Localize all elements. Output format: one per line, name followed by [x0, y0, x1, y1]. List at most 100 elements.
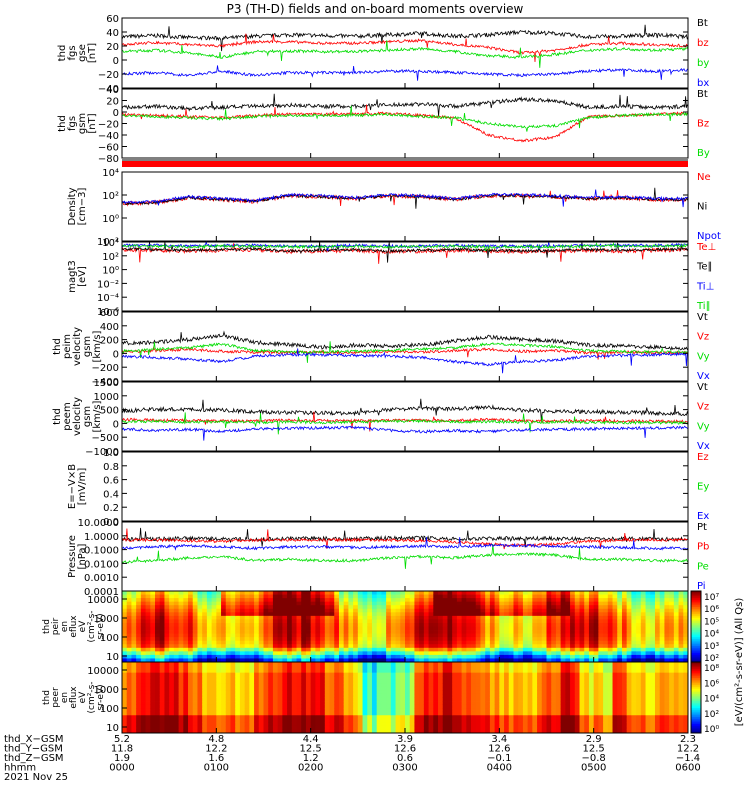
- spectrogram-cell: [169, 673, 174, 677]
- spectrogram-cell: [613, 630, 618, 634]
- spectrogram-cell: [650, 655, 655, 659]
- spectrogram-cell: [504, 634, 509, 638]
- spectrogram-cell: [627, 655, 632, 659]
- spectrogram-cell: [410, 619, 415, 623]
- spectrogram-cell: [589, 648, 594, 652]
- spectrogram-cell: [438, 634, 443, 638]
- spectrogram-cell: [679, 616, 684, 620]
- spectrogram-cell: [594, 619, 599, 623]
- spectrogram-cell: [122, 673, 127, 677]
- spectrogram-cell: [131, 694, 136, 698]
- spectrogram-cell: [570, 648, 575, 652]
- spectrogram-cell: [179, 595, 184, 599]
- spectrogram-cell: [155, 648, 160, 652]
- spectrogram-cell: [457, 669, 462, 673]
- spectrogram-cell: [197, 712, 202, 716]
- spectrogram-cell: [183, 648, 188, 652]
- spectrogram-cell: [202, 687, 207, 691]
- spectrogram-cell: [414, 627, 419, 631]
- spectrogram-cell: [311, 715, 316, 719]
- spectrogram-cell: [561, 701, 566, 705]
- spectrogram-cell: [197, 676, 202, 680]
- spectrogram-cell: [462, 708, 467, 712]
- spectrogram-cell: [358, 726, 363, 730]
- spectrogram-cell: [164, 698, 169, 702]
- spectrogram-cell: [358, 609, 363, 613]
- spectrogram-cell: [485, 627, 490, 631]
- spectrogram-cell: [334, 595, 339, 599]
- spectrogram-cell: [226, 680, 231, 684]
- spectrogram-cell: [197, 641, 202, 645]
- spectrogram-cell: [613, 598, 618, 602]
- spectrogram-cell: [561, 651, 566, 655]
- spectrogram-cell: [457, 609, 462, 613]
- spectrogram-cell: [245, 637, 250, 641]
- spectrogram-cell: [447, 669, 452, 673]
- spectrogram-cell: [282, 591, 287, 595]
- spectrogram-cell: [429, 616, 434, 620]
- spectrogram-cell: [259, 708, 264, 712]
- spectrogram-cell: [462, 623, 467, 627]
- spectrogram-cell: [433, 591, 438, 595]
- spectrogram-cell: [410, 662, 415, 666]
- spectrogram-cell: [131, 705, 136, 709]
- spectrogram-cell: [131, 612, 136, 616]
- spectrogram-cell: [391, 623, 396, 627]
- spectrogram-cell: [613, 634, 618, 638]
- spectrogram-cell: [504, 612, 509, 616]
- spectrogram-cell: [179, 701, 184, 705]
- spectrogram-cell: [433, 619, 438, 623]
- spectrogram-cell: [249, 708, 254, 712]
- spectrogram-cell: [358, 662, 363, 666]
- spectrogram-cell: [580, 655, 585, 659]
- spectrogram-cell: [174, 641, 179, 645]
- spectrogram-cell: [598, 591, 603, 595]
- spectrogram-cell: [292, 648, 297, 652]
- series-line-fgs_gse-3: [122, 65, 688, 80]
- spectrogram-cell: [674, 616, 679, 620]
- spectrogram-cell: [471, 644, 476, 648]
- spectrogram-cell: [476, 598, 481, 602]
- spectrogram-cell: [164, 722, 169, 726]
- spectrogram-cell: [386, 644, 391, 648]
- spectrogram-cell: [141, 644, 146, 648]
- spectrogram-cell: [485, 616, 490, 620]
- spectrogram-cell: [254, 651, 259, 655]
- spectrogram-cell: [306, 701, 311, 705]
- spectrogram-cell: [646, 694, 651, 698]
- spectrogram-cell: [650, 602, 655, 606]
- spectrogram-cell: [570, 719, 575, 723]
- spectrogram-cell: [664, 648, 669, 652]
- spectrogram-cell: [386, 701, 391, 705]
- spectrogram-cell: [150, 630, 155, 634]
- spectrogram-cell: [226, 662, 231, 666]
- spectrogram-cell: [485, 666, 490, 670]
- spectrogram-cell: [679, 630, 684, 634]
- spectrogram-cell: [330, 712, 335, 716]
- spectrogram-cell: [306, 623, 311, 627]
- spectrogram-cell: [608, 595, 613, 599]
- spectrogram-cell: [264, 595, 269, 599]
- spectrogram-cell: [264, 676, 269, 680]
- spectrogram-cell: [193, 605, 198, 609]
- spectrogram-cell: [131, 616, 136, 620]
- spectrogram-cell: [565, 694, 570, 698]
- spectrogram-cell: [391, 612, 396, 616]
- spectrogram-cell: [650, 616, 655, 620]
- spectrogram-cell: [471, 676, 476, 680]
- spectrogram-cell: [202, 612, 207, 616]
- spectrogram-cell: [150, 619, 155, 623]
- spectrogram-cell: [608, 676, 613, 680]
- spectrogram-cell: [179, 602, 184, 606]
- spectrogram-cell: [471, 619, 476, 623]
- spectrogram-cell: [414, 719, 419, 723]
- spectrogram-cell: [230, 708, 235, 712]
- spectrogram-cell: [646, 619, 651, 623]
- spectrogram-cell: [570, 712, 575, 716]
- spectrogram-cell: [528, 722, 533, 726]
- spectrogram-cell: [575, 616, 580, 620]
- spectrogram-cell: [438, 627, 443, 631]
- spectrogram-cell: [160, 619, 165, 623]
- spectrogram-cell: [419, 701, 424, 705]
- spectrogram-cell: [447, 651, 452, 655]
